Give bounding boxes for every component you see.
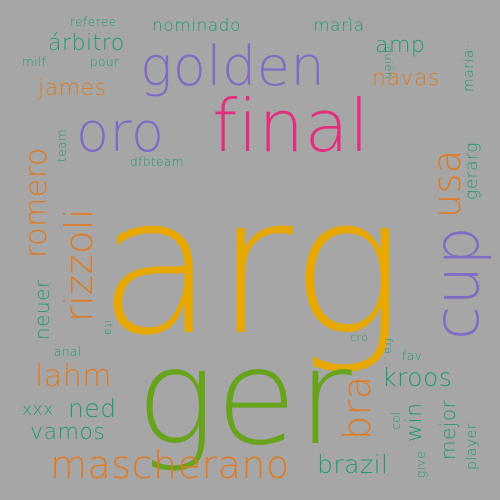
- word-team: team: [55, 128, 69, 162]
- word-dfbteam: dfbteam: [130, 155, 185, 169]
- word-navas: navas: [372, 66, 440, 91]
- word-oro: oro: [76, 101, 165, 164]
- word-brazil: brazil: [317, 450, 389, 479]
- word-ger: ger: [136, 321, 353, 475]
- word-quien: quién: [382, 46, 395, 80]
- word-james: james: [38, 76, 107, 101]
- word-mejor: mejor: [436, 399, 460, 460]
- word-milf: milf: [22, 55, 47, 69]
- word-amp: amp: [375, 33, 426, 58]
- word-mascherano: mascherano: [50, 443, 290, 487]
- word-win: win: [402, 402, 427, 442]
- word-dots1: ……: [457, 39, 471, 64]
- word-arg: arg: [98, 156, 405, 377]
- word-gerarg: gerarg: [462, 142, 482, 200]
- word-final: final: [212, 84, 370, 168]
- word-kroos: kroos: [382, 363, 453, 392]
- word-referee: referee: [70, 15, 117, 29]
- word-col: col: [389, 411, 403, 430]
- word-pour: pour: [90, 55, 120, 69]
- word-arbitro: árbitro: [48, 31, 125, 56]
- word-give: give: [414, 450, 428, 478]
- word-golden: golden: [140, 35, 326, 98]
- word-nominado: nominado: [152, 16, 241, 36]
- word-bra: bra: [335, 375, 379, 440]
- word-anal: anal: [54, 345, 82, 359]
- word-player: player: [464, 422, 480, 470]
- word-usa: usa: [425, 149, 469, 218]
- word-romero: romero: [19, 147, 54, 258]
- word-rizzoli: rizzoli: [57, 208, 101, 322]
- word-lahm: lahm: [35, 359, 112, 394]
- word-fra: fra: [382, 338, 395, 355]
- word-maria-grave: marìa: [313, 16, 365, 36]
- word-cro: cro: [350, 331, 369, 344]
- word-ita: ita: [102, 320, 115, 336]
- word-vamos: vamos: [30, 420, 106, 445]
- word-neuer: neuer: [30, 279, 54, 340]
- word-xxx: xxx: [22, 400, 54, 420]
- word-fav: fav: [402, 349, 423, 363]
- word-ned: ned: [68, 394, 117, 423]
- word-dots2: ……: [469, 271, 483, 296]
